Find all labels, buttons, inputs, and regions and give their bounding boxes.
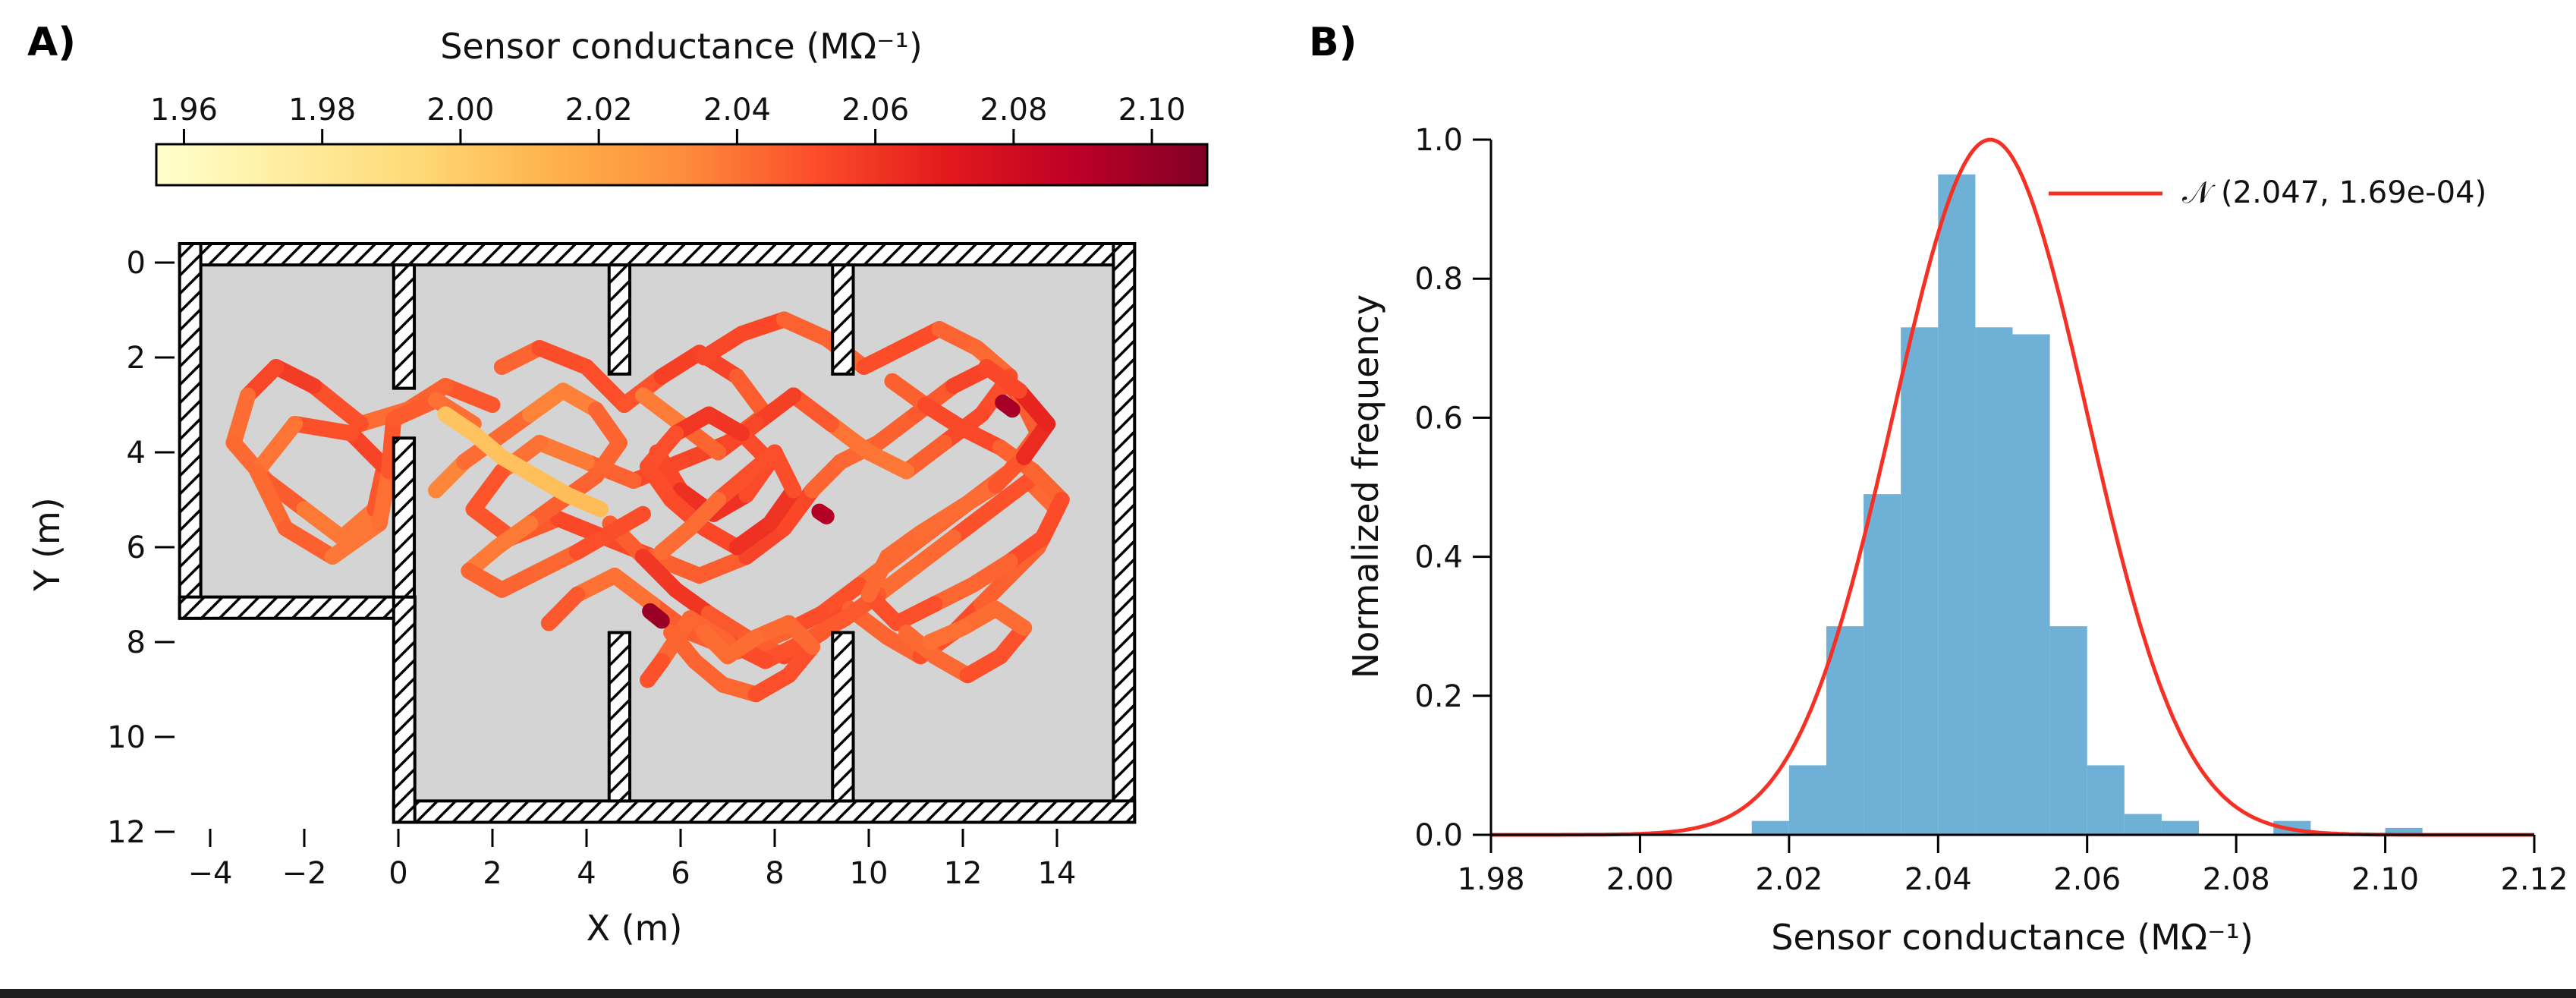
panel-b-histogram: 1.98 2.00 2.02 2.04 2.06 2.08 2.10 2.12 0.0 0.2 0.… xyxy=(1414,123,2568,897)
panel-b-y-axis-label: Normalized frequency xyxy=(1345,294,1386,679)
panel-b-y-tick-label: 0.2 xyxy=(1414,679,1463,714)
panel-b-x-tick-label: 2.06 xyxy=(2053,862,2121,897)
panel-a-y-tick-label: 2 xyxy=(127,341,146,376)
histogram-bars xyxy=(1751,174,2423,836)
colorbar-tick-label: 2.06 xyxy=(841,93,909,128)
wall-bottom xyxy=(392,799,1137,824)
panel-b-x-tick-label: 2.00 xyxy=(1606,862,1674,897)
panel-a-y-tick-label: 10 xyxy=(107,720,146,755)
panel-b-x-tick-label: 2.10 xyxy=(2351,862,2419,897)
panel-b-x-tick-label: 1.98 xyxy=(1457,862,1524,897)
panel-b-y-tick-label: 0.6 xyxy=(1414,401,1463,436)
panel-a-y-tick-label: 6 xyxy=(127,530,146,565)
colorbar-tick-label: 2.02 xyxy=(565,93,633,128)
colorbar-tick-label: 2.00 xyxy=(426,93,494,128)
panel-a-x-tick-label: 10 xyxy=(850,856,889,891)
panel-b-y-tick-label: 0.4 xyxy=(1414,540,1463,575)
panel-a-y-tick-label: 12 xyxy=(107,815,146,850)
panel-a-label: A) xyxy=(27,20,77,65)
panel-b-x-tick-label: 2.02 xyxy=(1755,862,1823,897)
panel-a-x-tick-label: 8 xyxy=(765,856,784,891)
colorbar: 1.96 1.98 2.00 2.02 2.04 2.06 2.08 2.10 xyxy=(150,93,1209,187)
panel-b-x-tick-label: 2.08 xyxy=(2203,862,2270,897)
panel-a-x-tick-label: 14 xyxy=(1038,856,1077,891)
wall-divider-2-lower xyxy=(607,631,632,803)
panel-a-y-tick-label: 4 xyxy=(127,436,146,471)
wall-right xyxy=(1112,242,1137,824)
colorbar-tick-label: 2.10 xyxy=(1118,93,1186,128)
wall-divider-2-upper xyxy=(607,263,632,376)
panel-b-x-tick-label: 2.12 xyxy=(2500,862,2568,897)
colorbar-tick-label: 1.98 xyxy=(288,93,356,128)
colorbar-gradient-bar xyxy=(155,143,1209,187)
panel-a-y-tick-label: 0 xyxy=(127,246,146,281)
panel-b-x-tick-label: 2.04 xyxy=(1904,862,1972,897)
wall-lower-left xyxy=(392,595,417,824)
panel-a-x-tick-label: 12 xyxy=(944,856,983,891)
panel-a-x-tick-label: −4 xyxy=(188,856,233,891)
panel-a-x-tick-label: 4 xyxy=(577,856,596,891)
panel-b-label: B) xyxy=(1309,20,1357,65)
wall-divider-1-lower xyxy=(392,436,417,599)
panel-b-x-axis-label: Sensor conductance (MΩ⁻¹) xyxy=(1771,917,2254,958)
panel-a-y-tick-label: 8 xyxy=(127,625,146,660)
panel-b-y-tick-label: 1.0 xyxy=(1414,123,1463,158)
wall-left xyxy=(178,242,203,620)
panel-a-x-tick-label: 6 xyxy=(671,856,690,891)
panel-a-y-axis-label: Y (m) xyxy=(27,497,68,591)
colorbar-tick-label: 2.08 xyxy=(980,93,1047,128)
panel-a-x-tick-label: −2 xyxy=(282,856,327,891)
panel-a-map xyxy=(178,242,1137,824)
trajectory xyxy=(225,311,1070,703)
wall-divider-3-upper xyxy=(831,263,855,376)
wall-top xyxy=(178,242,1137,267)
panel-b-y-tick-label: 0.0 xyxy=(1414,818,1463,853)
colorbar-title: Sensor conductance (MΩ⁻¹) xyxy=(440,26,923,67)
panel-a-x-axis-label: X (m) xyxy=(586,908,683,949)
colorbar-tick-label: 1.96 xyxy=(150,93,218,128)
panel-a-x-tick-label: 2 xyxy=(483,856,502,891)
panel-a-x-tick-label: 0 xyxy=(388,856,407,891)
wall-divider-3-lower xyxy=(831,631,855,803)
colorbar-tick-label: 2.04 xyxy=(703,93,771,128)
gaussian-fit-legend-label: 𝒩 (2.047, 1.69e-04) xyxy=(2182,175,2487,210)
panel-b-y-tick-label: 0.8 xyxy=(1414,262,1463,297)
panel-a-axes: −4 −2 0 2 4 6 8 10 12 14 0 2 4 6 8 10 12 xyxy=(107,246,1076,891)
wall-divider-1-upper xyxy=(392,263,417,390)
wall-left-room-bottom xyxy=(178,595,417,620)
bottom-edge-strip xyxy=(0,989,2576,998)
